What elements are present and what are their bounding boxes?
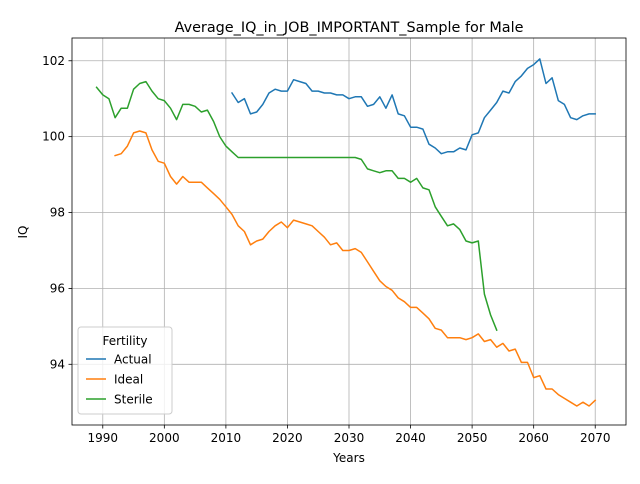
x-tick-label: 2030	[334, 431, 365, 445]
legend-box	[77, 326, 173, 415]
series-line-actual	[230, 58, 596, 155]
series-line-ideal	[114, 130, 597, 407]
legend-label-sterile: Sterile	[114, 393, 153, 407]
legend-label-actual: Actual	[114, 353, 152, 367]
x-tick-label: 2050	[457, 431, 488, 445]
grid	[72, 38, 626, 425]
x-axis-label: Years	[332, 451, 365, 465]
legend: Fertility Actual Ideal Sterile	[77, 326, 173, 415]
x-tick-label: 2040	[395, 431, 426, 445]
y-tick-label: 98	[50, 206, 65, 220]
y-tick-label: 96	[50, 281, 65, 295]
y-tick-label: 102	[42, 54, 65, 68]
x-tick-label: 2000	[149, 431, 180, 445]
axis-ticks: 1990 2000 2010 2020 2030 2040 2050 2060 2070 94 96…	[42, 54, 610, 445]
x-tick-label: 2060	[518, 431, 549, 445]
x-tick-label: 1990	[88, 431, 119, 445]
legend-entries: Actual Ideal Sterile	[86, 353, 153, 407]
series-lines	[95, 58, 597, 407]
legend-title: Fertility	[102, 334, 147, 348]
series-line-sterile	[95, 80, 498, 332]
chart-title: Average_IQ_in_JOB_IMPORTANT_Sample for M…	[175, 20, 524, 36]
x-tick-label: 2070	[580, 431, 611, 445]
y-tick-label: 100	[42, 130, 65, 144]
y-axis-label: IQ	[16, 226, 30, 239]
x-tick-label: 2010	[211, 431, 242, 445]
legend-label-ideal: Ideal	[114, 373, 143, 387]
x-tick-label: 2020	[272, 431, 303, 445]
y-tick-label: 94	[50, 357, 65, 371]
